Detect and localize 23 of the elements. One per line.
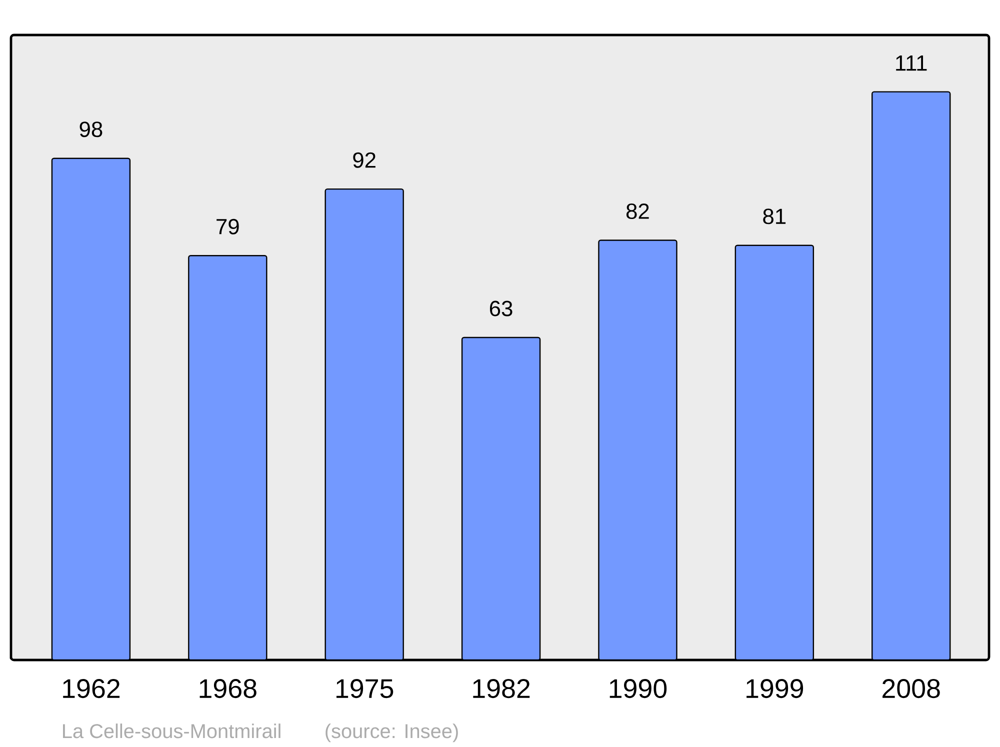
x-tick-label: 1975 (336, 679, 394, 698)
bar (734, 244, 814, 660)
x-tick-label: 1982 (473, 679, 530, 698)
data-label: 111 (896, 56, 927, 71)
bar (324, 188, 404, 660)
data-label: 81 (763, 208, 786, 224)
bar (51, 158, 131, 660)
data-label: 98 (80, 122, 102, 138)
data-label: 92 (353, 152, 376, 168)
bar (461, 336, 541, 660)
data-label: 63 (490, 300, 512, 316)
text: La Celle-sous-Montmirail (63, 724, 280, 738)
bar (188, 255, 268, 660)
bar (872, 91, 951, 660)
x-tick-label: 1999 (746, 679, 804, 698)
data-label: 82 (626, 204, 649, 220)
x-tick-label: 1968 (200, 679, 256, 698)
data-label: 79 (216, 218, 239, 234)
text: (source: Insee) (326, 724, 458, 742)
x-tick-label: 2008 (882, 679, 940, 698)
x-tick-label: 1962 (63, 679, 120, 698)
x-tick-label: 1990 (610, 679, 667, 698)
bar (598, 240, 678, 660)
